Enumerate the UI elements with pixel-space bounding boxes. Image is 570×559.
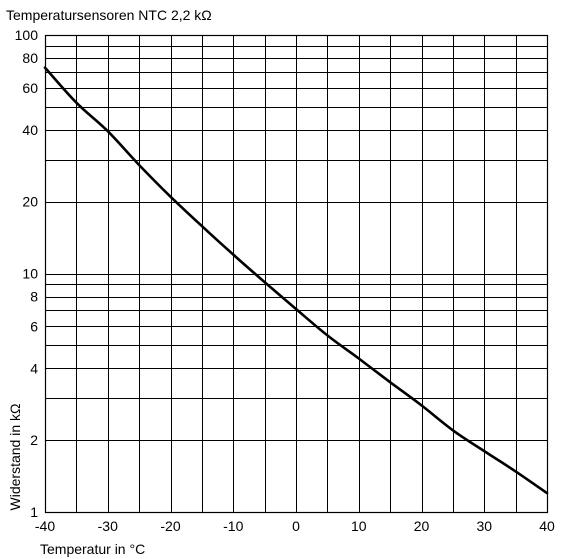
y-tick-label: 6 (30, 318, 38, 334)
series-layer (43, 66, 549, 495)
y-tick-label: 8 (30, 289, 38, 305)
resistance-curve (43, 66, 549, 495)
x-tick-label: 30 (476, 518, 492, 534)
x-tick-label: 40 (539, 518, 555, 534)
x-tick-label: -40 (35, 518, 55, 534)
x-tick-label: -20 (160, 518, 180, 534)
y-axis-label: Widerstand in kΩ (7, 404, 23, 511)
x-tick-label: 0 (292, 518, 300, 534)
y-tick-label: 1 (30, 504, 38, 520)
x-tick-label: -30 (98, 518, 118, 534)
x-tick-label: -10 (223, 518, 243, 534)
y-tick-label: 2 (30, 432, 38, 448)
y-tick-label: 10 (22, 266, 38, 282)
y-tick-label: 100 (15, 27, 39, 43)
y-tick-label: 40 (22, 122, 38, 138)
y-tick-labels: 1 2 4 6 8 10 20 40 60 80 100 (15, 27, 39, 520)
y-tick-label: 60 (22, 80, 38, 96)
plot-frame (44, 34, 549, 514)
y-tick-label: 80 (22, 50, 38, 66)
chart-title: Temperatursensoren NTC 2,2 kΩ (6, 7, 212, 23)
x-tick-label: 10 (351, 518, 367, 534)
y-tick-label: 4 (30, 360, 38, 376)
x-tick-label: 20 (414, 518, 430, 534)
x-axis-label: Temperatur in °C (40, 541, 145, 557)
y-tick-label: 20 (22, 194, 38, 210)
plot-border (44, 34, 549, 514)
x-tick-labels: -40 -30 -20 -10 0 10 20 30 40 (35, 518, 555, 534)
grid (45, 35, 548, 513)
